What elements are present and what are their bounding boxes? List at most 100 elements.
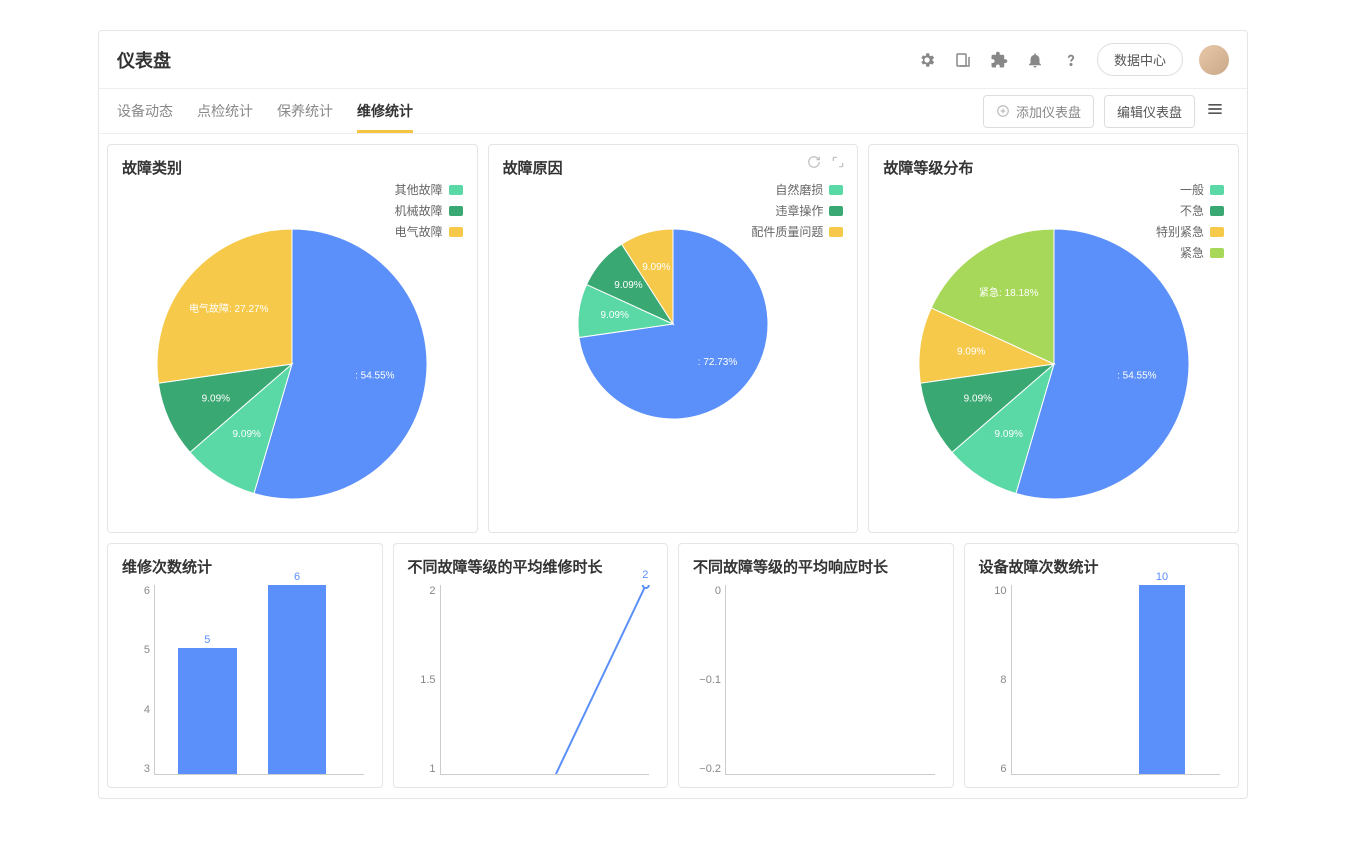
pie-slice-label: : 72.73% <box>698 357 738 368</box>
data-center-button[interactable]: 数据中心 <box>1097 43 1183 76</box>
dashboard-app: 仪表盘 数据中心 设备动态点检统计保养统计维修统计 添加仪表盘 编辑仪表盘 故障… <box>98 30 1248 799</box>
small-chart-card: 设备故障次数统计108610 <box>964 543 1240 788</box>
legend-item[interactable]: 违章操作 <box>775 202 843 219</box>
export-icon[interactable] <box>953 50 973 70</box>
line-point[interactable] <box>642 585 648 588</box>
legend-item[interactable]: 特别紧急 <box>1156 223 1224 240</box>
card-title: 不同故障等级的平均维修时长 <box>408 556 654 577</box>
legend-swatch <box>449 227 463 237</box>
bar[interactable] <box>268 585 327 774</box>
pie-chart: : 72.73%9.09%9.09%9.09% <box>573 224 773 424</box>
pie-card: 故障等级分布一般不急特别紧急紧急: 54.55%9.09%9.09%9.09%紧… <box>868 144 1239 533</box>
bar-value-label: 10 <box>1156 571 1168 583</box>
legend: 一般不急特别紧急紧急 <box>1156 181 1224 261</box>
y-axis: 6543 <box>122 585 150 775</box>
y-tick: −0.2 <box>699 763 721 775</box>
legend-label: 一般 <box>1180 181 1204 198</box>
y-tick: 8 <box>1000 674 1006 686</box>
legend: 自然磨损违章操作配件质量问题 <box>751 181 843 240</box>
avatar[interactable] <box>1199 45 1229 75</box>
gear-icon[interactable] <box>917 50 937 70</box>
help-icon[interactable] <box>1061 50 1081 70</box>
add-dashboard-button[interactable]: 添加仪表盘 <box>983 95 1094 128</box>
small-chart-card: 维修次数统计 654356 <box>107 543 383 788</box>
small-chart-card: 不同故障等级的平均维修时长21.512 <box>393 543 669 788</box>
legend-item[interactable]: 自然磨损 <box>775 181 843 198</box>
pie-slice-label: 9.09% <box>202 393 230 404</box>
pie-chart: : 54.55%9.09%9.09%9.09%紧急: 18.18% <box>914 224 1194 504</box>
pie-slice-label: 9.09% <box>963 393 991 404</box>
legend-swatch <box>1210 185 1224 195</box>
bell-icon[interactable] <box>1025 50 1045 70</box>
card-title: 故障等级分布 <box>883 157 1224 178</box>
legend-item[interactable]: 紧急 <box>1180 244 1224 261</box>
small-chart-card: 不同故障等级的平均响应时长 0 −0.1 −0.2 <box>678 543 954 788</box>
tab-0[interactable]: 设备动态 <box>117 89 173 133</box>
refresh-icon[interactable] <box>807 155 821 174</box>
tabbar-actions: 添加仪表盘 编辑仪表盘 <box>983 95 1229 128</box>
legend-label: 机械故障 <box>395 202 443 219</box>
legend-swatch <box>829 227 843 237</box>
tab-3[interactable]: 维修统计 <box>357 89 413 133</box>
card-title: 故障类别 <box>122 157 463 178</box>
topbar: 仪表盘 数据中心 <box>99 31 1247 88</box>
pie-slice-label: 9.09% <box>601 310 629 321</box>
y-tick: 6 <box>144 585 150 597</box>
legend-item[interactable]: 电气故障 <box>395 223 463 240</box>
menu-icon[interactable] <box>1205 99 1229 124</box>
legend-item[interactable]: 其他故障 <box>395 181 463 198</box>
line-chart <box>441 585 650 774</box>
pie-card: 故障原因自然磨损违章操作配件质量问题: 72.73%9.09%9.09%9.09… <box>488 144 859 533</box>
plot: 10 <box>1011 585 1221 775</box>
legend-label: 配件质量问题 <box>751 223 823 240</box>
tabs: 设备动态点检统计保养统计维修统计 <box>117 89 413 133</box>
legend-swatch <box>829 206 843 216</box>
legend-swatch <box>829 185 843 195</box>
pie-slice-label: 电气故障: 27.27% <box>189 302 269 315</box>
y-tick: 6 <box>1000 763 1006 775</box>
plot: 2 <box>440 585 650 775</box>
point-label: 2 <box>642 569 648 581</box>
legend-item[interactable]: 不急 <box>1180 202 1224 219</box>
tab-1[interactable]: 点检统计 <box>197 89 253 133</box>
legend-item[interactable]: 一般 <box>1180 181 1224 198</box>
legend-item[interactable]: 机械故障 <box>395 202 463 219</box>
legend-label: 紧急 <box>1180 244 1204 261</box>
legend: 其他故障机械故障电气故障 <box>395 181 463 240</box>
legend-item[interactable]: 配件质量问题 <box>751 223 843 240</box>
legend-swatch <box>1210 248 1224 258</box>
tab-2[interactable]: 保养统计 <box>277 89 333 133</box>
pie-slice-label: 紧急: 18.18% <box>979 286 1039 299</box>
y-tick: −0.1 <box>699 674 721 686</box>
expand-icon[interactable] <box>831 155 845 174</box>
bar[interactable] <box>178 648 237 774</box>
bar-value-label: 6 <box>294 571 300 583</box>
line-path <box>555 585 645 774</box>
pie-slice-label: 9.09% <box>614 280 642 291</box>
y-tick: 1.5 <box>420 674 435 686</box>
card-title: 设备故障次数统计 <box>979 556 1225 577</box>
plot: 56 <box>154 585 364 775</box>
legend-label: 特别紧急 <box>1156 223 1204 240</box>
pie-row: 故障类别其他故障机械故障电气故障: 54.55%9.09%9.09%电气故障: … <box>99 133 1247 543</box>
card-title: 维修次数统计 <box>122 556 368 577</box>
pie-slice-label: : 54.55% <box>355 371 395 382</box>
pie-slice-label: 9.09% <box>994 429 1022 440</box>
legend-swatch <box>1210 227 1224 237</box>
topbar-actions: 数据中心 <box>917 43 1229 76</box>
pie-slice-label: 9.09% <box>233 429 261 440</box>
legend-label: 自然磨损 <box>775 181 823 198</box>
y-tick: 10 <box>994 585 1006 597</box>
card-title: 不同故障等级的平均响应时长 <box>693 556 939 577</box>
y-tick: 3 <box>144 763 150 775</box>
card-title: 故障原因 <box>503 157 844 178</box>
pie-slice-label: 9.09% <box>957 347 985 358</box>
extension-icon[interactable] <box>989 50 1009 70</box>
edit-dashboard-button[interactable]: 编辑仪表盘 <box>1104 95 1195 128</box>
legend-label: 不急 <box>1180 202 1204 219</box>
legend-swatch <box>449 185 463 195</box>
legend-label: 违章操作 <box>775 202 823 219</box>
bar[interactable] <box>1139 585 1185 774</box>
y-tick: 0 <box>715 585 721 597</box>
add-dashboard-label: 添加仪表盘 <box>1016 102 1081 121</box>
